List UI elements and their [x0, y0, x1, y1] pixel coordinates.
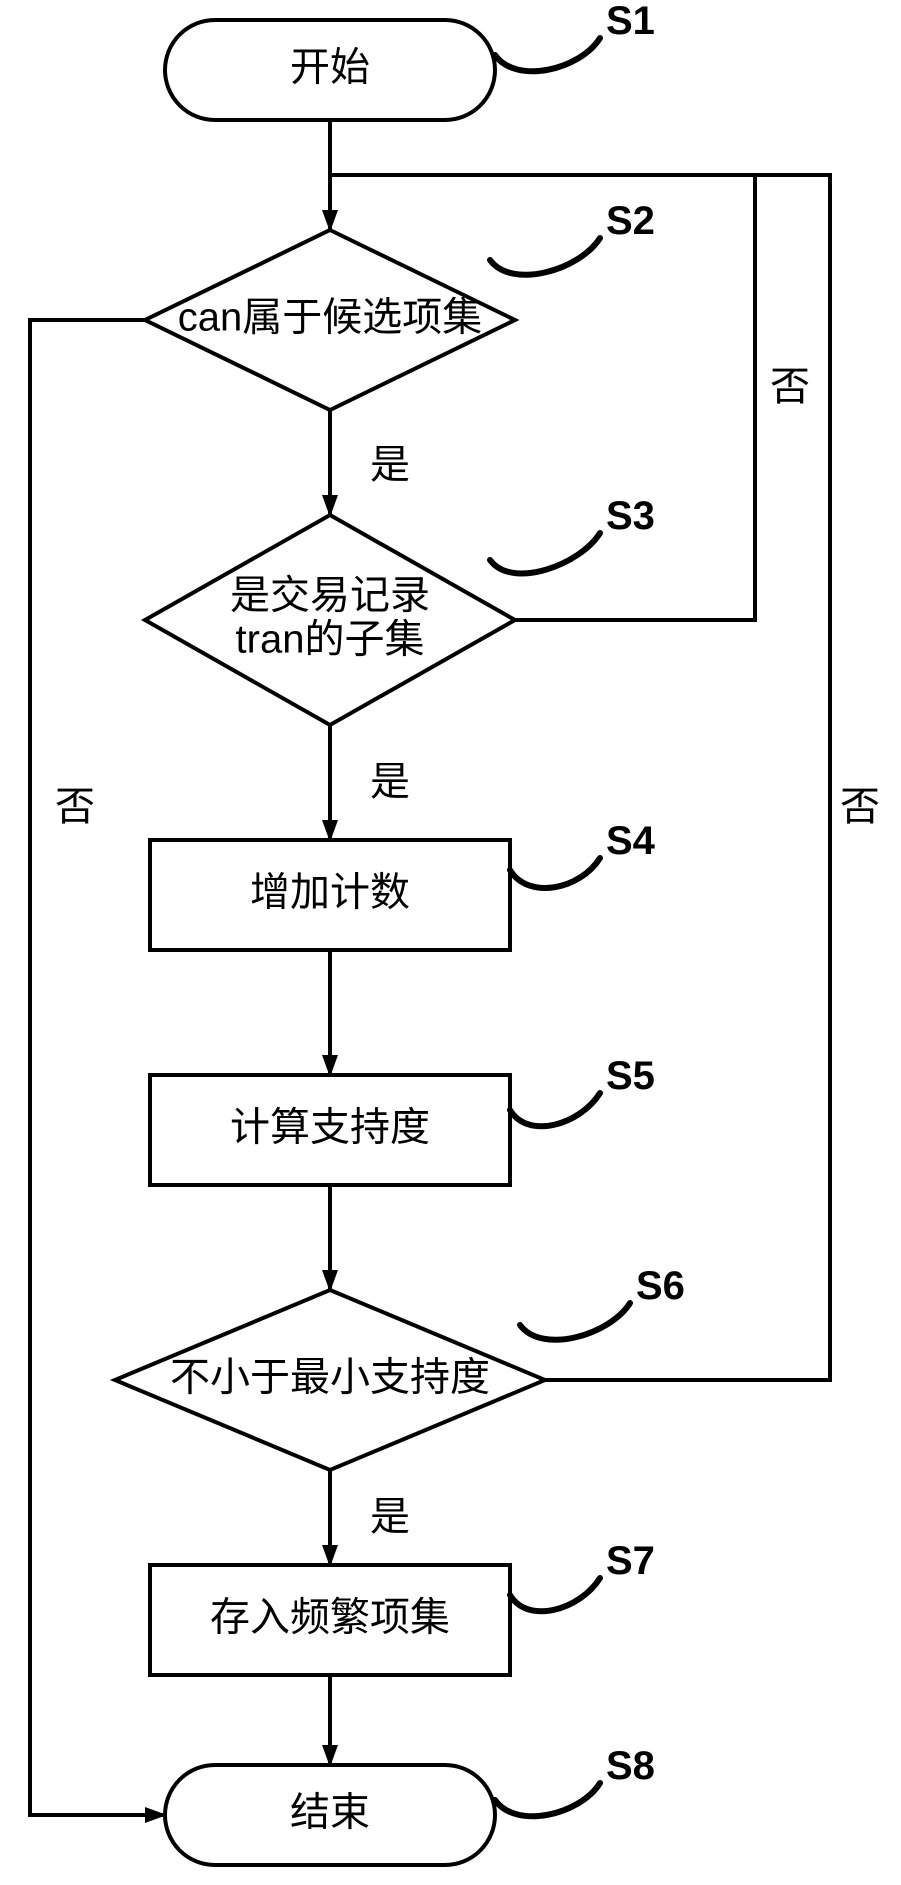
step-label-S4: S4 [606, 819, 656, 863]
step-connector-S2 [490, 238, 600, 275]
step-label-S7: S7 [606, 1539, 655, 1583]
step-label-S2: S2 [606, 199, 655, 243]
flowchart-canvas: 开始 can属于候选项集是交易记录tran的子集增加计数计算支持度不小于最小支持度… [0, 0, 901, 1885]
step-connector-S4 [510, 858, 600, 888]
step-connector-S5 [510, 1093, 600, 1126]
node-text2-S3: tran的子集 [236, 618, 425, 662]
edge-S2-S8 [30, 320, 165, 1815]
node-text-S1: 开始 [290, 46, 370, 90]
node-text-S2: can属于候选项集 [178, 296, 483, 340]
node-text-S4: 增加计数 [250, 871, 410, 915]
node-text-S7: 存入频繁项集 [210, 1596, 450, 1640]
step-label-S1: S1 [606, 0, 655, 43]
step-label-S3: S3 [606, 494, 655, 538]
node-text-S8: 结束 [290, 1791, 370, 1835]
step-connector-S1 [495, 38, 600, 71]
edge-label-S2-S3: 是 [370, 443, 410, 487]
step-label-S8: S8 [606, 1744, 655, 1788]
node-text1-S3: 是交易记录 [230, 574, 430, 618]
node-text-S6: 不小于最小支持度 [170, 1356, 490, 1400]
node-text-S5: 计算支持度 [230, 1106, 430, 1150]
step-connector-S7 [510, 1578, 600, 1611]
edges-layer [30, 120, 830, 1815]
edge-label-S2-S8: 否 [55, 785, 95, 829]
edge-label-S6-S7: 是 [370, 1495, 410, 1539]
step-connector-S6 [520, 1303, 630, 1340]
step-connector-S8 [495, 1783, 600, 1816]
nodes-layer: 开始 can属于候选项集是交易记录tran的子集增加计数计算支持度不小于最小支持度… [115, 20, 545, 1865]
step-label-S5: S5 [606, 1054, 655, 1098]
edge-label-S3-preS2: 否 [770, 365, 810, 409]
step-connector-S3 [490, 533, 600, 573]
edge-label-S3-S4: 是 [370, 760, 410, 804]
step-label-S6: S6 [636, 1264, 685, 1308]
edge-label-S6-preS2: 否 [840, 785, 880, 829]
